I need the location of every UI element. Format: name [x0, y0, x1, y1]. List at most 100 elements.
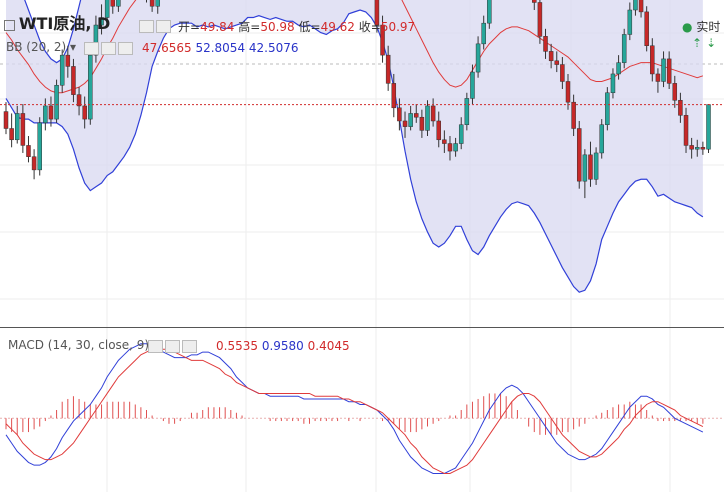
chevron-down-icon[interactable]: ▾: [70, 40, 77, 54]
bollinger-band-fill: [6, 0, 703, 293]
candle-body: [706, 104, 711, 150]
candle-body: [93, 24, 99, 56]
high-value: 50.98: [260, 20, 295, 34]
bb-indicator-label[interactable]: BB (20, 2): [6, 40, 67, 54]
close-icon[interactable]: [118, 42, 133, 55]
bb-upper-value: 52.8054: [195, 41, 246, 55]
candle-body: [442, 139, 447, 144]
candle-body: [689, 145, 694, 150]
close-icon[interactable]: [182, 340, 197, 353]
candle-body: [9, 128, 14, 141]
candle-body: [88, 54, 93, 120]
candle-body: [71, 66, 76, 95]
candle-body: [571, 101, 576, 129]
candle-body: [554, 60, 560, 65]
candle-body: [408, 113, 413, 127]
candle-body: [672, 83, 678, 101]
candle-body: [481, 22, 486, 45]
candle-body: [532, 0, 537, 3]
macd-histogram: [5, 393, 704, 435]
candle-body: [99, 17, 104, 26]
candle-body: [576, 128, 582, 182]
settings-icon[interactable]: [139, 20, 154, 33]
candle-body: [621, 34, 627, 63]
candle-body: [397, 107, 402, 122]
candle-body: [380, 24, 385, 56]
candle-body: [537, 2, 543, 37]
realtime-indicator[interactable]: ● 实时: [682, 20, 720, 34]
collapse-square-icon[interactable]: [4, 20, 15, 31]
settings-icon[interactable]: [165, 340, 180, 353]
candle-body: [54, 84, 59, 120]
macd-signal-value: 0.4045: [307, 339, 350, 353]
candle-body: [82, 105, 87, 120]
ohlc-readout: 开=49.84 高=50.98 低=49.62 收=50.97: [178, 20, 415, 34]
settings-icon[interactable]: [101, 42, 116, 55]
macd-legend: MACD (14, 30, close, 9): [8, 338, 149, 352]
candle-body: [627, 9, 633, 35]
candle-body: [414, 113, 419, 118]
bb-legend: BB (20, 2) ▾: [6, 40, 76, 54]
candle-body: [593, 152, 599, 180]
candlestick-series: [3, 0, 711, 199]
high-label: 高=: [238, 20, 261, 34]
bb-tools: [84, 41, 135, 55]
symbol-header: WTI原油, D: [4, 14, 111, 33]
candle-body: [487, 0, 492, 24]
arrow-down-icon[interactable]: ⇣: [706, 36, 721, 50]
candle-body: [605, 92, 610, 125]
bb-middle-value: 47.6565: [142, 41, 192, 55]
macd-panel[interactable]: [0, 343, 724, 474]
candle-body: [458, 124, 464, 144]
eye-icon[interactable]: [148, 340, 163, 353]
candle-body: [588, 154, 593, 180]
candle-body: [650, 45, 655, 75]
candle-body: [700, 147, 706, 150]
macd-line: [5, 343, 704, 474]
candle-body: [610, 73, 616, 94]
format-icon[interactable]: [156, 20, 171, 33]
candle-body: [683, 115, 689, 146]
macd-line-value: 0.9580: [261, 339, 304, 353]
close-label: 收=: [358, 20, 381, 34]
candle-body: [464, 98, 470, 125]
candle-body: [419, 116, 425, 131]
candle-body: [31, 156, 37, 171]
candle-body: [374, 0, 380, 26]
candle-body: [3, 111, 9, 129]
candle-body: [402, 120, 408, 127]
candle-body: [26, 145, 31, 157]
candle-body: [149, 0, 155, 7]
arrow-up-icon[interactable]: ⇡: [692, 36, 707, 50]
candle-body: [453, 143, 458, 152]
symbol-title[interactable]: WTI原油, D: [18, 14, 111, 33]
candle-body: [385, 54, 391, 84]
candle-body: [110, 0, 116, 7]
candle-body: [655, 73, 661, 82]
candle-body: [695, 147, 700, 150]
open-label: 开=: [178, 20, 201, 34]
candle-body: [475, 43, 481, 73]
candle-body: [48, 105, 54, 120]
candle-body: [666, 58, 672, 84]
candle-body: [436, 120, 441, 141]
eye-icon[interactable]: [84, 42, 99, 55]
candle-body: [661, 58, 666, 82]
open-value: 49.84: [200, 20, 235, 34]
candle-body: [548, 51, 554, 62]
candle-body: [644, 11, 649, 46]
candle-body: [43, 105, 48, 124]
candle-body: [638, 0, 644, 13]
candle-body: [616, 62, 621, 75]
close-value: 50.97: [380, 20, 416, 34]
bollinger-middle-line: [5, 0, 704, 94]
price-panel[interactable]: [0, 0, 724, 293]
macd-tools: [148, 339, 199, 353]
quick-toolbar: ⇡⇣: [692, 36, 720, 50]
bollinger-lower-line: [5, 9, 704, 293]
macd-indicator-label[interactable]: MACD (14, 30, close, 9): [8, 338, 150, 352]
low-value: 49.62: [320, 20, 355, 34]
candle-body: [37, 122, 42, 171]
candle-body: [447, 143, 453, 152]
